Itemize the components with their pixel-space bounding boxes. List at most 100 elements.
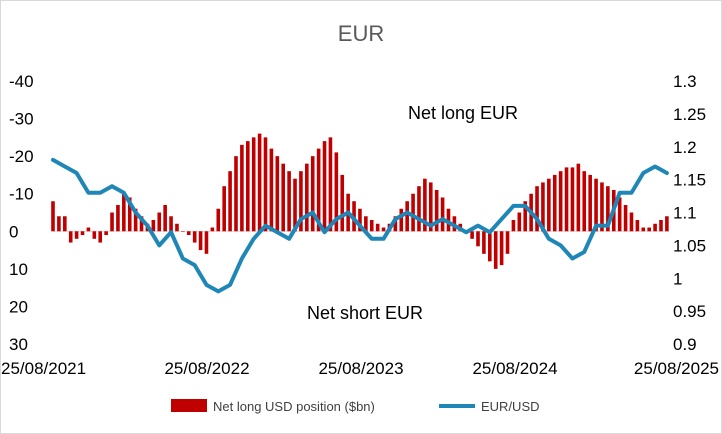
bar bbox=[440, 197, 445, 232]
bar bbox=[523, 201, 528, 232]
x-tick-label: 25/08/2024 bbox=[472, 359, 557, 378]
bar bbox=[541, 182, 545, 232]
x-tick-label: 25/08/2022 bbox=[164, 359, 249, 378]
bar bbox=[564, 167, 569, 232]
bar bbox=[257, 133, 262, 232]
bar bbox=[181, 231, 185, 232]
bar bbox=[74, 231, 79, 239]
bar bbox=[588, 174, 592, 232]
bar bbox=[647, 227, 651, 232]
bar bbox=[576, 163, 581, 232]
bar bbox=[293, 178, 297, 232]
bar bbox=[600, 182, 604, 232]
bar bbox=[606, 186, 610, 232]
bar bbox=[151, 220, 156, 232]
bar bbox=[310, 156, 315, 232]
left-tick-label: -20 bbox=[9, 147, 34, 166]
left-tick-label: 0 bbox=[9, 222, 18, 241]
annotation-net-short: Net short EUR bbox=[307, 303, 423, 323]
legend-bar-swatch bbox=[171, 399, 207, 412]
bar bbox=[68, 231, 73, 243]
bar bbox=[263, 137, 268, 232]
bar bbox=[659, 220, 663, 232]
right-tick-label: 1.25 bbox=[673, 105, 706, 124]
legend-bar-label: Net long USD position ($bn) bbox=[213, 399, 375, 414]
left-tick-label: -30 bbox=[9, 110, 34, 129]
bar bbox=[399, 208, 404, 232]
bar bbox=[275, 156, 280, 232]
bar bbox=[228, 171, 232, 232]
bar bbox=[511, 220, 516, 232]
bar bbox=[434, 189, 439, 232]
bar bbox=[157, 212, 162, 232]
right-tick-label: 1.1 bbox=[673, 204, 697, 223]
bar bbox=[251, 137, 256, 232]
bar bbox=[287, 171, 291, 232]
bar bbox=[86, 227, 91, 232]
bar bbox=[334, 152, 339, 232]
bar bbox=[192, 231, 197, 243]
bar bbox=[305, 163, 309, 232]
bar bbox=[381, 227, 386, 232]
bar bbox=[175, 223, 179, 232]
bar bbox=[493, 231, 498, 269]
right-tick-label: 1.3 bbox=[673, 72, 697, 91]
bar bbox=[222, 186, 226, 232]
bar bbox=[629, 212, 634, 232]
bar bbox=[80, 231, 85, 236]
eurusd-line bbox=[51, 157, 669, 294]
bar bbox=[582, 171, 587, 232]
x-tick-label: 25/08/2025 bbox=[634, 359, 719, 378]
bar bbox=[665, 216, 669, 232]
right-tick-label: 1.05 bbox=[673, 236, 706, 255]
bar bbox=[281, 163, 286, 232]
left-tick-label: 10 bbox=[9, 260, 28, 279]
right-tick-label: 1.2 bbox=[673, 138, 697, 157]
right-tick-label: 0.9 bbox=[673, 335, 697, 354]
bar bbox=[216, 208, 221, 232]
bar bbox=[535, 186, 539, 232]
left-tick-label: -40 bbox=[9, 72, 34, 91]
bar bbox=[240, 144, 244, 232]
bar bbox=[316, 148, 321, 232]
bar bbox=[428, 182, 433, 232]
right-tick-label: 0.95 bbox=[673, 302, 706, 321]
bar bbox=[446, 208, 451, 232]
bar bbox=[245, 141, 250, 232]
left-tick-label: 30 bbox=[9, 335, 28, 354]
bar bbox=[552, 174, 557, 232]
bar bbox=[505, 231, 510, 254]
bar bbox=[234, 156, 238, 232]
bar bbox=[110, 212, 114, 232]
bar bbox=[405, 201, 409, 232]
bar bbox=[63, 216, 67, 232]
x-axis: 25/08/2021 25/08/2022 25/08/2023 25/08/2024… bbox=[1, 359, 719, 378]
legend: Net long USD position ($bn) EUR/USD bbox=[171, 399, 540, 414]
bar bbox=[470, 231, 474, 239]
chart-title: EUR bbox=[338, 21, 384, 46]
bar bbox=[558, 171, 563, 232]
bar bbox=[340, 174, 345, 232]
annotation-net-long: Net long EUR bbox=[408, 103, 518, 123]
right-tick-label: 1.15 bbox=[673, 171, 706, 190]
right-tick-label: 1 bbox=[673, 269, 682, 288]
bar bbox=[163, 204, 167, 232]
bar bbox=[133, 208, 138, 232]
bar bbox=[488, 231, 492, 262]
right-axis: 1.3 1.25 1.2 1.15 1.1 1.05 1 0.95 0.9 bbox=[673, 72, 706, 354]
bar bbox=[423, 178, 427, 232]
bar bbox=[116, 204, 120, 232]
bar bbox=[594, 178, 598, 232]
bar bbox=[417, 186, 421, 232]
left-tick-label: 20 bbox=[9, 297, 28, 316]
bar bbox=[617, 197, 622, 232]
bar bbox=[411, 193, 415, 232]
bar bbox=[299, 171, 303, 232]
bar bbox=[204, 231, 209, 254]
bar bbox=[104, 231, 108, 236]
bar bbox=[98, 231, 103, 243]
bar bbox=[476, 231, 480, 247]
bar bbox=[482, 231, 486, 254]
bar bbox=[127, 197, 132, 232]
